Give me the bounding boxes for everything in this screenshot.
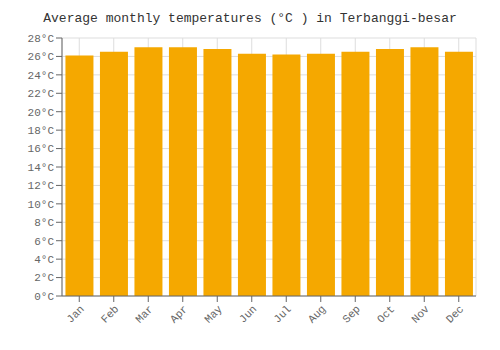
svg-text:Jan: Jan (64, 303, 86, 325)
svg-text:22°C: 22°C (28, 88, 55, 100)
svg-text:Mar: Mar (133, 303, 155, 325)
svg-text:Sep: Sep (340, 303, 362, 325)
svg-text:24°C: 24°C (28, 70, 55, 82)
svg-text:12°C: 12°C (28, 180, 55, 192)
svg-text:6°C: 6°C (34, 236, 54, 248)
svg-text:Aug: Aug (306, 303, 328, 325)
svg-text:10°C: 10°C (28, 199, 55, 211)
svg-text:18°C: 18°C (28, 125, 55, 137)
svg-text:20°C: 20°C (28, 107, 55, 119)
svg-text:May: May (202, 303, 225, 326)
svg-text:Jun: Jun (237, 303, 259, 325)
svg-text:Dec: Dec (444, 303, 466, 325)
svg-text:Oct: Oct (375, 303, 397, 325)
svg-text:26°C: 26°C (28, 51, 55, 63)
svg-text:28°C: 28°C (28, 33, 55, 45)
html-text:Average monthly temperatures (: Average monthly temperatures (°C ) in Te… (43, 11, 457, 26)
svg-text:2°C: 2°C (34, 272, 54, 284)
svg-text:Jul: Jul (271, 303, 293, 325)
svg-text:16°C: 16°C (28, 143, 55, 155)
svg-text:14°C: 14°C (28, 162, 55, 174)
svg-text:Nov: Nov (409, 303, 432, 326)
svg-text:Feb: Feb (99, 303, 121, 325)
svg-text:0°C: 0°C (34, 291, 54, 303)
svg-text:8°C: 8°C (34, 217, 54, 229)
svg-text:Apr: Apr (168, 303, 190, 325)
svg-text:4°C: 4°C (34, 254, 54, 266)
